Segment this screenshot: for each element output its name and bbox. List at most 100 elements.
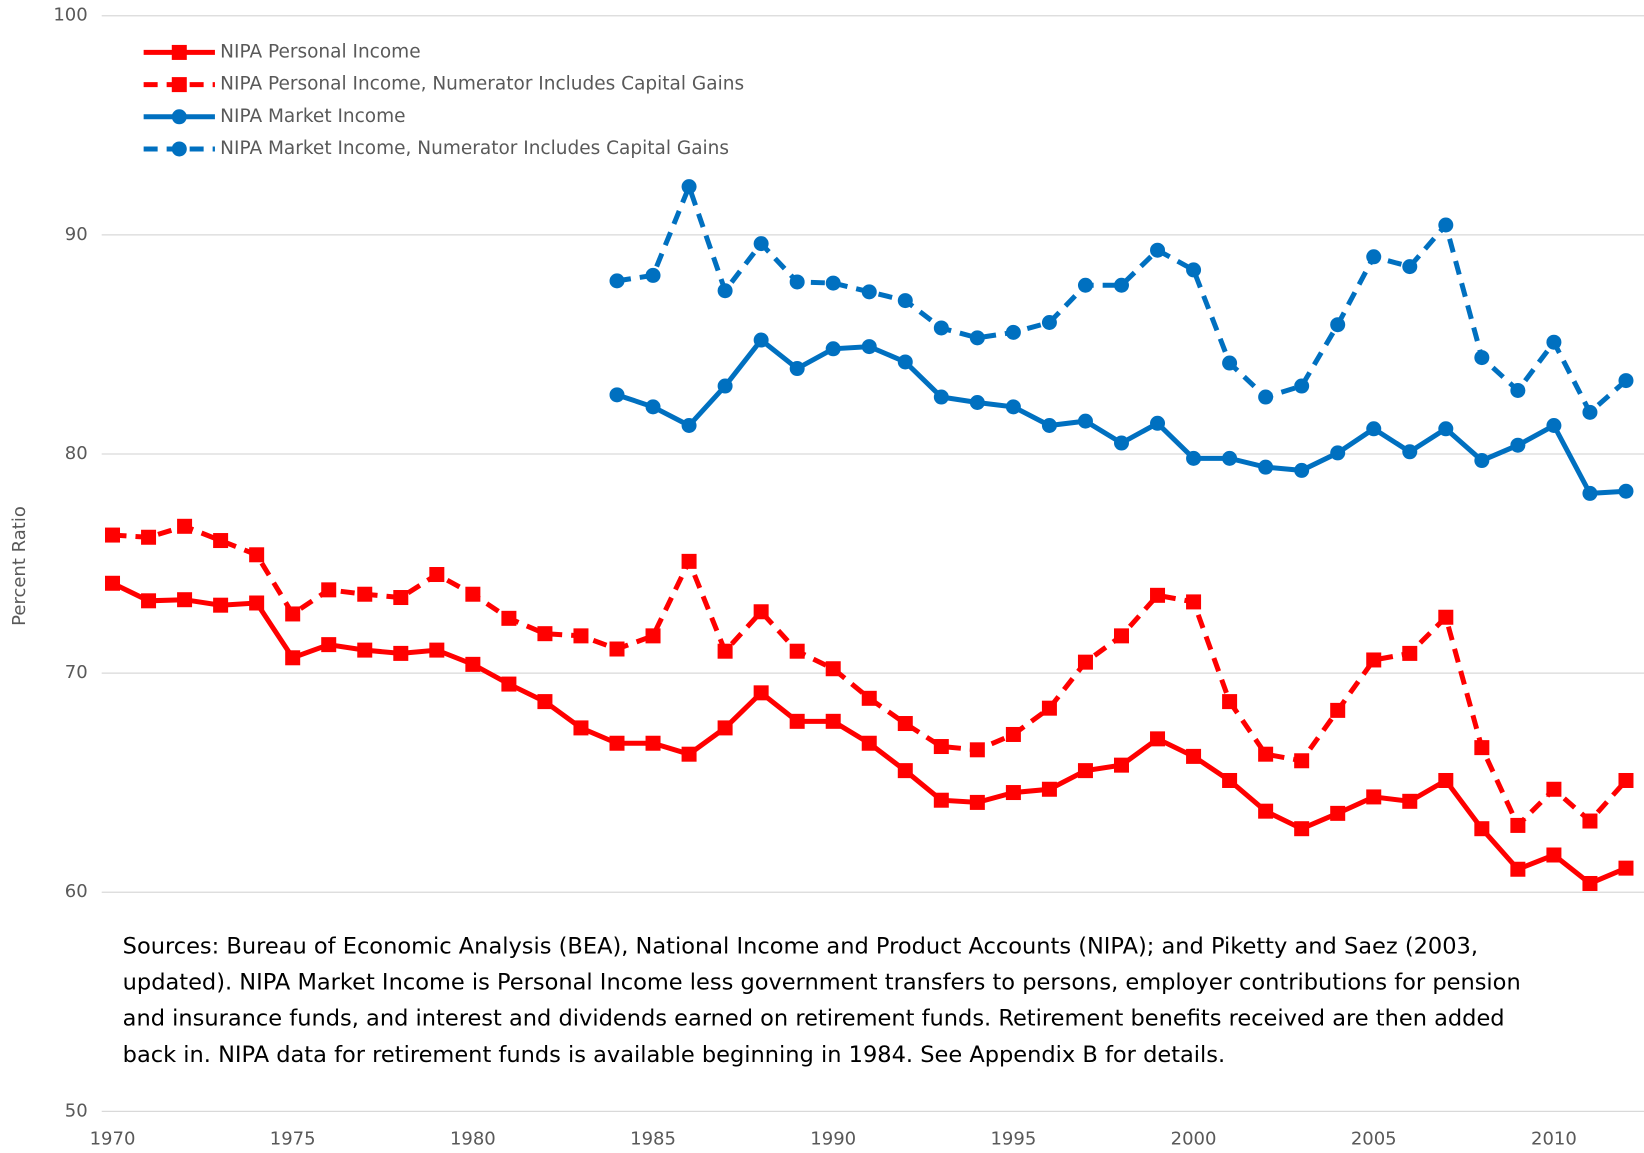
- marker: [1366, 249, 1382, 265]
- series-line: [111, 581, 1627, 887]
- marker: [1546, 418, 1562, 434]
- marker: [645, 628, 661, 644]
- marker: [1113, 277, 1129, 293]
- x-tick-label: 1975: [270, 1129, 316, 1150]
- marker: [861, 690, 877, 706]
- marker: [933, 389, 949, 405]
- marker: [141, 529, 157, 545]
- marker: [1366, 789, 1382, 805]
- marker: [1330, 702, 1346, 718]
- marker: [1294, 462, 1310, 478]
- marker: [681, 418, 697, 434]
- marker: [1294, 378, 1310, 394]
- marker: [825, 275, 841, 291]
- marker: [1077, 654, 1093, 670]
- marker: [1005, 726, 1021, 742]
- marker: [1113, 757, 1129, 773]
- marker: [1618, 860, 1634, 876]
- marker: [933, 792, 949, 808]
- source-note: Sources: Bureau of Economic Analysis (BE…: [123, 933, 1478, 959]
- marker: [753, 685, 769, 701]
- legend-label: NIPA Personal Income: [220, 41, 420, 62]
- marker: [393, 645, 409, 661]
- marker: [105, 527, 121, 543]
- marker: [1510, 817, 1526, 833]
- marker: [1474, 821, 1490, 837]
- marker: [609, 387, 625, 403]
- marker: [573, 628, 589, 644]
- marker: [1366, 421, 1382, 437]
- x-tick-label: 2005: [1351, 1129, 1397, 1150]
- x-tick-label: 1970: [90, 1129, 136, 1150]
- marker: [357, 642, 373, 658]
- marker: [105, 575, 121, 591]
- marker: [1330, 445, 1346, 461]
- marker: [1402, 793, 1418, 809]
- source-note: back in. NIPA data for retirement funds …: [123, 1042, 1226, 1068]
- marker: [933, 739, 949, 755]
- marker: [1005, 399, 1021, 415]
- source-note: and insurance funds, and interest and di…: [123, 1006, 1505, 1032]
- marker: [1618, 373, 1634, 389]
- marker: [681, 553, 697, 569]
- marker: [393, 590, 409, 606]
- marker: [609, 735, 625, 751]
- x-tick-label: 1990: [810, 1129, 856, 1150]
- marker: [1041, 418, 1057, 434]
- marker: [1186, 748, 1202, 764]
- legend-marker: [171, 109, 187, 125]
- marker: [681, 746, 697, 762]
- marker: [285, 650, 301, 666]
- marker: [753, 236, 769, 252]
- marker: [1294, 753, 1310, 769]
- x-tick-label: 1980: [450, 1129, 496, 1150]
- marker: [213, 533, 229, 549]
- marker: [321, 637, 337, 653]
- marker: [1294, 821, 1310, 837]
- marker: [1041, 781, 1057, 797]
- marker: [1474, 453, 1490, 469]
- marker: [1330, 317, 1346, 333]
- marker: [357, 586, 373, 602]
- marker: [1618, 772, 1634, 788]
- marker: [1546, 334, 1562, 350]
- marker: [861, 735, 877, 751]
- y-tick-label: 90: [65, 224, 88, 245]
- marker: [1582, 485, 1598, 501]
- marker: [1258, 389, 1274, 405]
- marker: [969, 742, 985, 758]
- marker: [1330, 805, 1346, 821]
- series-line: [616, 179, 1628, 417]
- marker: [753, 332, 769, 348]
- marker: [537, 694, 553, 710]
- marker: [861, 339, 877, 355]
- marker: [717, 283, 733, 299]
- marker: [1113, 435, 1129, 451]
- series-line: [112, 523, 1628, 830]
- marker: [1077, 763, 1093, 779]
- marker: [1113, 628, 1129, 644]
- marker: [1222, 694, 1238, 710]
- legend-label: NIPA Personal Income, Numerator Includes…: [220, 74, 744, 95]
- marker: [465, 586, 481, 602]
- marker: [429, 567, 445, 583]
- marker: [1077, 413, 1093, 429]
- marker: [501, 610, 517, 626]
- x-tick-label: 2000: [1171, 1129, 1217, 1150]
- marker: [609, 641, 625, 657]
- marker: [897, 293, 913, 309]
- marker: [1438, 772, 1454, 788]
- x-tick-label: 1985: [630, 1129, 676, 1150]
- legend-marker: [171, 44, 187, 60]
- marker: [969, 330, 985, 346]
- marker: [177, 518, 193, 534]
- marker: [573, 720, 589, 736]
- marker: [969, 794, 985, 810]
- marker: [1402, 645, 1418, 661]
- marker: [1510, 437, 1526, 453]
- marker: [1258, 803, 1274, 819]
- marker: [1005, 785, 1021, 801]
- marker: [1546, 847, 1562, 863]
- marker: [1222, 772, 1238, 788]
